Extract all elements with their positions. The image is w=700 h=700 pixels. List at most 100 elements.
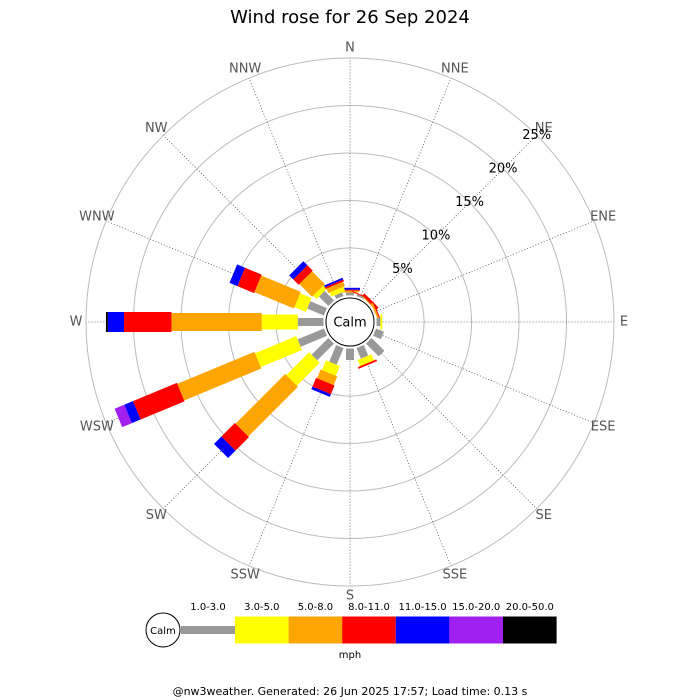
direction-label: W xyxy=(70,315,83,330)
direction-label: S xyxy=(346,589,354,604)
wind-bar xyxy=(372,301,382,321)
wind-bar xyxy=(326,281,345,293)
chart-title: Wind rose for 26 Sep 2024 xyxy=(230,7,470,28)
wind-bar xyxy=(311,386,331,397)
wind-bar xyxy=(373,328,385,340)
legend-swatch xyxy=(503,616,557,644)
wind-bar xyxy=(289,261,308,280)
wind-bar xyxy=(123,312,172,332)
spoke xyxy=(368,135,537,304)
ring-label: 15% xyxy=(455,195,484,210)
legend-label: 20.0-50.0 xyxy=(506,602,554,613)
direction-label: SSE xyxy=(442,568,467,583)
calm-circle xyxy=(325,297,375,347)
direction-label: SSW xyxy=(230,568,260,583)
wind-bar xyxy=(213,436,236,459)
wind-bar xyxy=(177,351,262,401)
spoke xyxy=(359,77,452,298)
wind-bar xyxy=(346,292,354,296)
wind-bar xyxy=(237,267,262,294)
wind-bar xyxy=(357,354,375,367)
legend-label: 8.0-11.0 xyxy=(348,602,390,613)
direction-label: ESE xyxy=(591,419,616,434)
wind-bar xyxy=(321,360,340,376)
ring-label: 10% xyxy=(422,229,451,244)
wind-bar xyxy=(293,265,313,285)
wind-bar xyxy=(311,337,335,361)
legend-label: 11.0-15.0 xyxy=(399,602,447,613)
direction-label: ENE xyxy=(590,210,616,225)
legend-label: 5.0-8.0 xyxy=(298,602,333,613)
legend-calm-circle xyxy=(145,612,181,648)
direction-label: WSW xyxy=(80,419,114,434)
wind-bar xyxy=(299,271,325,297)
wind-bar xyxy=(235,374,298,437)
wind-bar xyxy=(261,314,298,330)
wind-bar xyxy=(371,302,380,321)
legend-swatch xyxy=(181,626,235,634)
wind-bar xyxy=(107,312,124,332)
direction-label: E xyxy=(620,315,628,330)
wind-bar xyxy=(254,275,301,309)
wind-bar xyxy=(357,359,378,369)
legend-calm-label: Calm xyxy=(150,626,176,637)
footer: @nw3weather. Generated: 26 Jun 2025 17:5… xyxy=(173,685,528,698)
wind-bar xyxy=(229,264,246,287)
legend-swatch xyxy=(449,616,503,644)
wind-bar xyxy=(316,369,338,386)
direction-label: SW xyxy=(146,508,167,523)
units-label: mph xyxy=(339,650,361,661)
calm-label: Calm xyxy=(333,316,366,331)
wind-bar xyxy=(318,290,335,307)
direction-label: NW xyxy=(145,121,168,136)
wind-bar xyxy=(341,290,359,293)
wind-bar xyxy=(324,277,344,288)
direction-label: NE xyxy=(535,121,553,136)
wind-bar xyxy=(346,348,354,360)
wind-bar xyxy=(294,293,312,312)
wind-bar xyxy=(221,423,249,451)
wind-bar xyxy=(356,294,365,299)
wind-bar xyxy=(132,382,185,420)
spoke xyxy=(359,346,452,567)
spoke xyxy=(374,220,595,313)
wind-bar xyxy=(376,318,381,326)
wind-bar xyxy=(329,345,344,365)
wind-bar xyxy=(324,279,344,289)
direction-label: NNE xyxy=(441,61,469,76)
legend-label: 1.0-3.0 xyxy=(190,602,225,613)
wind-bar xyxy=(171,313,262,331)
wind-bar xyxy=(340,289,360,291)
wind-bar xyxy=(297,318,324,326)
ring-label: 20% xyxy=(489,161,518,176)
legend-swatch xyxy=(235,616,289,644)
direction-label: SE xyxy=(536,508,552,523)
wind-bar xyxy=(105,312,108,332)
legend-swatch xyxy=(288,616,343,644)
wind-bar xyxy=(380,314,383,330)
direction-label: N xyxy=(345,41,355,56)
wind-bar xyxy=(329,286,346,297)
legend-swatch xyxy=(395,616,450,644)
wind-bar xyxy=(307,301,327,316)
wind-bar xyxy=(334,292,344,299)
wind-bar xyxy=(356,345,369,359)
spoke xyxy=(248,77,341,298)
ring-label: 5% xyxy=(392,262,413,277)
wind-bar xyxy=(114,404,132,428)
direction-label: WNW xyxy=(79,210,115,225)
wind-bar xyxy=(124,401,141,424)
ring-label: 25% xyxy=(522,128,551,143)
legend-label: 3.0-5.0 xyxy=(244,602,279,613)
wind-bar xyxy=(255,336,302,368)
wind-bar xyxy=(286,352,320,386)
wind-bar xyxy=(365,337,385,357)
wind-bar xyxy=(297,328,327,347)
spoke xyxy=(374,331,595,424)
wind-bar xyxy=(313,285,328,300)
wind-bar xyxy=(340,287,360,290)
legend-swatch xyxy=(342,616,396,644)
direction-label: NNW xyxy=(229,61,261,76)
spoke xyxy=(368,340,537,509)
